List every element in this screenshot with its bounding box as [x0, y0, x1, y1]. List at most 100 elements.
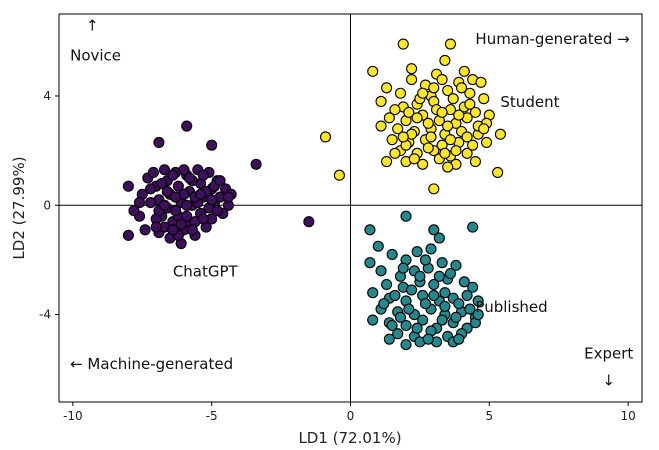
data-point [411, 112, 423, 124]
data-point [403, 303, 415, 315]
data-point [461, 147, 473, 159]
data-point [147, 166, 159, 179]
data-point [364, 224, 376, 236]
data-point [467, 281, 479, 293]
data-point [464, 98, 476, 110]
data-point [156, 177, 168, 189]
annotation-label: ↓ [602, 372, 615, 390]
data-point [197, 169, 209, 181]
data-point [472, 309, 484, 321]
data-point [175, 218, 187, 230]
data-point [197, 213, 209, 225]
data-point [375, 120, 387, 132]
y-tick-label: -4 [39, 308, 51, 322]
data-point [153, 136, 165, 148]
data-point [333, 169, 345, 181]
data-point [389, 104, 401, 116]
data-point [428, 82, 440, 94]
annotations: ↑ Novice Human-generated → Student ChatGPT Pu… [70, 16, 633, 389]
data-point [150, 221, 162, 233]
data-point [400, 319, 412, 332]
data-point [178, 164, 190, 176]
annotation-label: Human-generated → [475, 30, 629, 48]
data-point [450, 311, 462, 323]
data-point [450, 259, 462, 271]
x-tick-label: 10 [620, 409, 635, 423]
data-point [383, 333, 395, 345]
data-point [319, 131, 332, 143]
data-point [222, 191, 234, 203]
data-point [442, 120, 454, 132]
data-point [406, 63, 418, 75]
x-axis-title: LD1 (72.01%) [298, 429, 401, 447]
data-point [428, 224, 440, 236]
data-point [464, 303, 476, 315]
data-point [417, 314, 429, 326]
data-point [122, 229, 134, 241]
reference-lines [59, 14, 642, 402]
data-point [367, 65, 379, 77]
data-point [480, 136, 493, 148]
data-point [381, 155, 393, 168]
data-point [464, 87, 476, 99]
data-point [367, 314, 379, 326]
data-point [195, 188, 207, 200]
x-tick-label: -10 [63, 409, 83, 423]
data-point [386, 319, 398, 332]
data-point [461, 289, 473, 301]
data-point [181, 199, 193, 211]
data-point [406, 74, 418, 86]
data-point [444, 134, 456, 146]
data-point [139, 224, 151, 236]
data-point [397, 38, 409, 50]
data-point [419, 298, 432, 310]
y-tick-label: 4 [43, 89, 51, 103]
data-point [442, 84, 454, 97]
data-point [214, 175, 226, 187]
data-point [172, 180, 184, 192]
data-point [181, 120, 193, 132]
data-point [381, 278, 393, 291]
data-point [167, 224, 179, 236]
data-point [414, 270, 426, 282]
y-axis-title: LD2 (27.99%) [10, 156, 28, 259]
data-point [128, 205, 140, 217]
data-point [389, 289, 401, 301]
data-point [381, 82, 393, 94]
data-point [206, 139, 218, 151]
data-point [406, 284, 418, 296]
data-point [422, 117, 434, 129]
data-point [439, 147, 451, 159]
data-point [469, 155, 481, 168]
data-point [428, 289, 440, 301]
annotation-label: ↑ [86, 16, 99, 34]
data-point [453, 109, 465, 121]
data-point [494, 128, 506, 140]
data-point [492, 166, 504, 179]
data-point [375, 265, 387, 277]
data-point [397, 131, 409, 143]
data-point [428, 183, 440, 195]
data-point [181, 210, 193, 222]
data-point [364, 257, 376, 269]
data-point [444, 268, 456, 280]
data-point [386, 134, 398, 146]
data-point [436, 74, 448, 86]
data-point [183, 172, 196, 184]
series-group [364, 210, 484, 351]
data-point [411, 246, 423, 258]
x-tick-label: -5 [206, 409, 218, 423]
data-point [467, 221, 479, 233]
data-point [433, 232, 445, 244]
data-point [145, 183, 157, 195]
data-point [167, 169, 179, 181]
data-point [170, 191, 182, 203]
data-point [439, 300, 451, 312]
annotation-label: Student [500, 93, 559, 111]
data-point [389, 147, 401, 159]
annotation-label: Expert [584, 344, 633, 362]
data-point [447, 93, 459, 105]
data-point [478, 123, 490, 135]
data-point [450, 145, 462, 157]
